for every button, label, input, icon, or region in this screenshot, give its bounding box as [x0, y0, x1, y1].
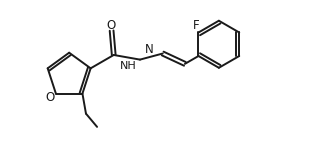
Text: O: O — [106, 19, 116, 32]
Text: F: F — [193, 19, 199, 32]
Text: N: N — [144, 43, 153, 56]
Text: NH: NH — [120, 61, 137, 71]
Text: O: O — [46, 91, 55, 104]
